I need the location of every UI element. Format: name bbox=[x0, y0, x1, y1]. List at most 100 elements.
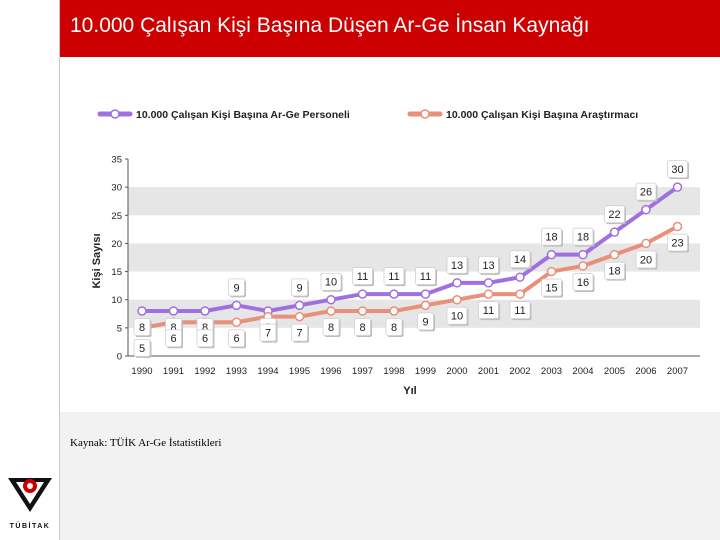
data-label-personel: 30 bbox=[667, 160, 689, 180]
y-axis: 0 5 10 15 20 25 30 35 bbox=[111, 155, 128, 363]
data-label-text: 8 bbox=[328, 322, 334, 334]
data-point bbox=[515, 272, 525, 282]
data-label-text: 22 bbox=[608, 209, 620, 221]
data-label-text: 8 bbox=[202, 322, 208, 334]
x-tick-label: 1998 bbox=[383, 366, 404, 377]
data-label-arastirmaci: 6 bbox=[228, 329, 246, 349]
x-tick-label: 1995 bbox=[289, 366, 310, 377]
data-point bbox=[200, 306, 210, 316]
x-tick-label: 2006 bbox=[635, 366, 656, 377]
y-tick-label: 10 bbox=[111, 295, 122, 306]
data-label-box bbox=[352, 267, 373, 285]
data-label-personel: 22 bbox=[604, 205, 626, 225]
data-label-text: 8 bbox=[391, 322, 397, 334]
data-label-text: 23 bbox=[671, 238, 683, 250]
data-label-personel: 26 bbox=[635, 182, 658, 202]
data-label-text: 5 bbox=[139, 343, 145, 355]
x-tick-label: 1992 bbox=[194, 366, 215, 377]
data-label-personel: 11 bbox=[415, 267, 437, 287]
data-label-box bbox=[667, 160, 688, 179]
data-label-text: 8 bbox=[359, 322, 365, 334]
x-tick-label: 2000 bbox=[446, 366, 467, 377]
x-tick-label: 2003 bbox=[541, 366, 562, 377]
data-label-arastirmaci: 23 bbox=[667, 233, 689, 253]
data-label-text: 11 bbox=[420, 271, 431, 283]
data-label-box bbox=[228, 278, 245, 297]
x-tick-label: 1990 bbox=[131, 366, 152, 377]
data-label-box bbox=[417, 312, 434, 331]
chart-legend: 10.000 Çalışan Kişi Başına Ar-Ge Persone… bbox=[97, 109, 638, 121]
data-point bbox=[326, 306, 336, 316]
data-label-personel: 9 bbox=[291, 278, 309, 298]
y-tick-label: 15 bbox=[111, 267, 122, 278]
data-label-box bbox=[635, 182, 657, 201]
data-label-box bbox=[446, 306, 468, 325]
data-label-text: 20 bbox=[640, 254, 652, 266]
data-point bbox=[578, 261, 588, 271]
data-label-text: 8 bbox=[139, 322, 145, 334]
data-label-box bbox=[291, 323, 308, 342]
data-label-personel: 13 bbox=[478, 255, 500, 275]
x-tick-label: 2005 bbox=[604, 366, 625, 377]
data-label-box bbox=[320, 272, 342, 291]
series-line-personel bbox=[140, 185, 680, 313]
data-label-arastirmaci: 8 bbox=[354, 318, 372, 337]
data-point bbox=[294, 300, 305, 311]
y-tick-label: 20 bbox=[111, 239, 122, 250]
data-point bbox=[389, 306, 399, 316]
y-tick-label: 0 bbox=[117, 352, 122, 363]
y-tick-label: 30 bbox=[111, 183, 122, 194]
data-label-arastirmaci: 9 bbox=[417, 312, 435, 332]
slide-content: 0 5 10 15 20 25 30 35 1990 1991 1992 1993 1994 1995 1… bbox=[60, 57, 720, 540]
data-point bbox=[578, 249, 588, 260]
data-label-box bbox=[291, 278, 308, 297]
data-label-text: 11 bbox=[483, 305, 494, 317]
data-label-box bbox=[572, 227, 594, 246]
data-label-arastirmaci: 16 bbox=[572, 273, 595, 292]
data-point bbox=[420, 300, 431, 311]
data-label-arastirmaci: 6 bbox=[165, 329, 183, 349]
data-label-box bbox=[509, 250, 531, 269]
data-label-text: 7 bbox=[265, 328, 271, 340]
data-label-text: 18 bbox=[577, 232, 589, 244]
series-line-arastirmaci bbox=[140, 224, 680, 330]
data-label-box bbox=[259, 323, 277, 342]
logo-text: TÜBİTAK bbox=[10, 521, 51, 530]
data-label-text: 9 bbox=[296, 282, 302, 294]
data-label-text: 15 bbox=[545, 283, 557, 295]
data-label-personel: 8 bbox=[133, 318, 152, 337]
data-point bbox=[609, 227, 620, 237]
data-label-box bbox=[385, 318, 403, 336]
data-point bbox=[452, 294, 462, 305]
y-axis-title: Kişi Sayısı bbox=[91, 233, 103, 288]
data-point bbox=[231, 300, 242, 311]
data-label-personel: 9 bbox=[228, 278, 246, 298]
data-label-arastirmaci: 18 bbox=[604, 261, 626, 281]
page-title: 10.000 Çalışan Kişi Başına Düşen Ar-Ge İ… bbox=[70, 14, 590, 37]
data-point bbox=[326, 294, 336, 305]
data-point bbox=[389, 289, 399, 299]
data-label-box bbox=[604, 261, 625, 280]
legend-label: 10.000 Çalışan Kişi Başına Araştırmacı bbox=[446, 109, 638, 121]
data-label-text: 30 bbox=[671, 164, 683, 176]
data-label-text: 9 bbox=[422, 316, 428, 328]
data-label-text: 11 bbox=[388, 271, 399, 283]
x-tick-label: 2002 bbox=[509, 366, 530, 377]
data-point bbox=[641, 204, 651, 215]
chart-lines bbox=[137, 182, 683, 333]
data-label-text: 13 bbox=[482, 260, 494, 272]
x-tick-label: 1994 bbox=[257, 366, 278, 377]
x-tick-label: 1997 bbox=[352, 366, 373, 377]
data-point bbox=[546, 249, 557, 260]
data-label-arastirmaci: 5 bbox=[133, 338, 152, 358]
x-tick-label: 1993 bbox=[226, 366, 247, 377]
data-label-box bbox=[667, 233, 688, 252]
data-point bbox=[483, 278, 494, 288]
data-label-box bbox=[541, 278, 562, 297]
data-label-arastirmaci: 10 bbox=[446, 306, 469, 326]
data-label-box bbox=[196, 329, 214, 348]
data-point bbox=[420, 289, 431, 299]
data-label-personel: 11 bbox=[383, 267, 406, 287]
legend-item-arastirmaci: 10.000 Çalışan Kişi Başına Araştırmacı bbox=[407, 109, 638, 121]
